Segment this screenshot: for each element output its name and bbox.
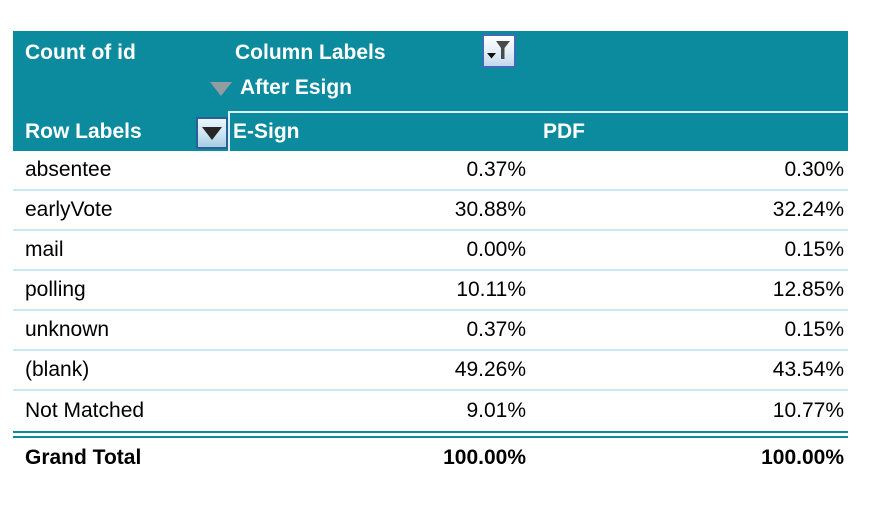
column-group-label: After Esign	[240, 76, 353, 99]
collapse-field-icon[interactable]	[210, 82, 232, 96]
dropdown-arrow-icon	[202, 126, 222, 140]
column-header-pdf: PDF	[543, 120, 585, 143]
pdf-value: 32.24%	[772, 198, 844, 221]
grand-total-row: Grand Total 100.00% 100.00%	[13, 438, 848, 478]
grand-total-esign: 100.00%	[443, 446, 526, 469]
column-header-esign: E-Sign	[233, 120, 300, 143]
row-label: unknown	[25, 318, 110, 341]
pdf-value: 43.54%	[772, 358, 844, 381]
table-row: unknown 0.37% 0.15%	[13, 311, 848, 351]
row-label: absentee	[25, 158, 112, 181]
table-row: polling 10.11% 12.85%	[13, 271, 848, 311]
table-row: (blank) 49.26% 43.54%	[13, 351, 848, 391]
pdf-value: 0.15%	[784, 238, 844, 261]
table-row: absentee 0.37% 0.30%	[13, 151, 848, 191]
grand-total-pdf: 100.00%	[761, 446, 844, 469]
pdf-value: 0.30%	[784, 158, 844, 181]
grand-total-double-rule	[13, 431, 848, 438]
esign-value: 30.88%	[454, 198, 526, 221]
table-row: mail 0.00% 0.15%	[13, 231, 848, 271]
esign-value: 0.37%	[466, 318, 526, 341]
column-filter-button[interactable]	[482, 34, 516, 68]
grand-total-label: Grand Total	[25, 446, 142, 469]
esign-value: 0.37%	[466, 158, 526, 181]
row-label: earlyVote	[25, 198, 113, 221]
row-label: mail	[25, 238, 64, 261]
value-field-label: Count of id	[25, 41, 136, 64]
pdf-value: 12.85%	[772, 278, 844, 301]
pdf-value: 10.77%	[772, 399, 844, 422]
filter-funnel-icon	[487, 41, 510, 59]
column-labels-caption: Column Labels	[235, 41, 386, 64]
table-row: Not Matched 9.01% 10.77%	[13, 391, 848, 431]
row-label: polling	[25, 278, 86, 301]
row-labels-filter-button[interactable]	[196, 117, 228, 149]
row-label: Not Matched	[25, 399, 145, 422]
column-group-underline	[228, 111, 848, 113]
esign-value: 49.26%	[454, 358, 526, 381]
esign-value: 9.01%	[466, 399, 526, 422]
pivot-header: Count of id Column Labels After Esign Ro…	[13, 31, 848, 151]
row-labels-caption: Row Labels	[25, 120, 142, 143]
header-column-divider	[228, 113, 230, 151]
pivot-table: Count of id Column Labels After Esign Ro…	[13, 31, 848, 478]
esign-value: 10.11%	[456, 278, 526, 301]
esign-value: 0.00%	[466, 238, 526, 261]
row-label: (blank)	[25, 358, 90, 381]
table-row: earlyVote 30.88% 32.24%	[13, 191, 848, 231]
pdf-value: 0.15%	[784, 318, 844, 341]
